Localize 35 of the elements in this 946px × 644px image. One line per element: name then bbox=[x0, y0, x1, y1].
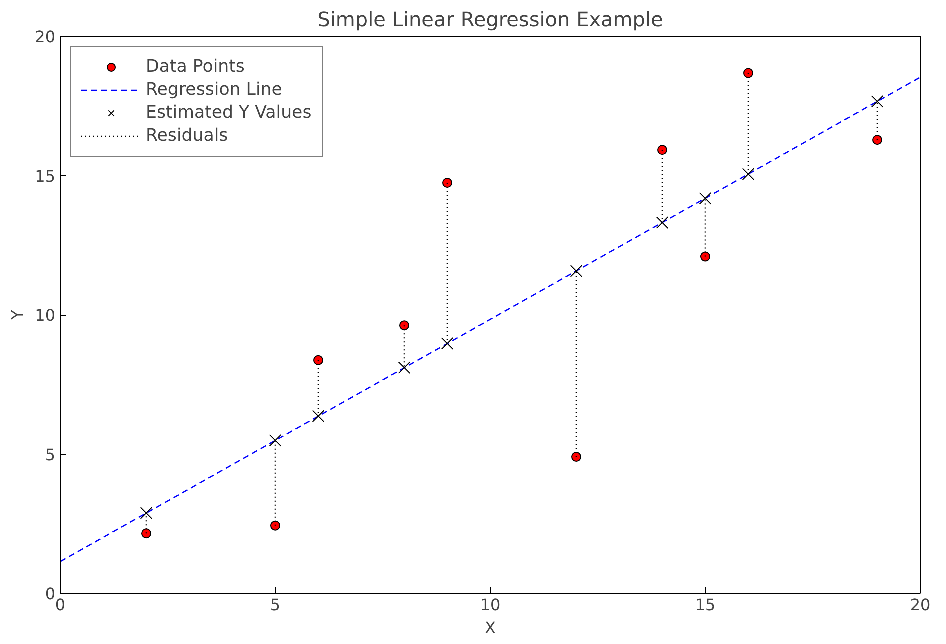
y-tick-label: 15 bbox=[35, 166, 56, 186]
point bbox=[872, 135, 882, 146]
point bbox=[400, 320, 410, 331]
point bbox=[269, 434, 282, 447]
y-tick-label: 10 bbox=[35, 306, 56, 325]
y-axis-title: Y bbox=[8, 310, 28, 321]
point bbox=[742, 168, 755, 181]
y-tick-label: 20 bbox=[35, 28, 56, 46]
point bbox=[570, 265, 583, 278]
point bbox=[744, 68, 754, 78]
x-tick-label: 15 bbox=[695, 596, 716, 614]
legend-label: Residuals bbox=[146, 126, 228, 146]
point bbox=[871, 96, 884, 108]
legend-label: Data Points bbox=[146, 57, 245, 77]
x-tick-label: 10 bbox=[480, 596, 501, 614]
point bbox=[140, 507, 153, 520]
chart-title: Simple Linear Regression Example bbox=[318, 8, 664, 32]
point bbox=[699, 192, 712, 205]
legend-label: Regression Line bbox=[146, 80, 282, 100]
point bbox=[398, 362, 411, 374]
point bbox=[270, 520, 280, 531]
point bbox=[572, 452, 582, 462]
point bbox=[700, 252, 710, 262]
point bbox=[314, 355, 324, 366]
x-tick-label: 20 bbox=[910, 596, 931, 614]
x-axis-title: X bbox=[485, 618, 496, 638]
point bbox=[442, 178, 452, 188]
point bbox=[312, 410, 325, 423]
point bbox=[658, 145, 668, 156]
y-tick-label: 5 bbox=[45, 445, 56, 464]
point bbox=[441, 338, 454, 350]
point bbox=[142, 528, 152, 539]
legend-label: Estimated Y Values bbox=[146, 103, 312, 123]
x-tick-label: 5 bbox=[270, 596, 281, 614]
point bbox=[656, 216, 669, 229]
